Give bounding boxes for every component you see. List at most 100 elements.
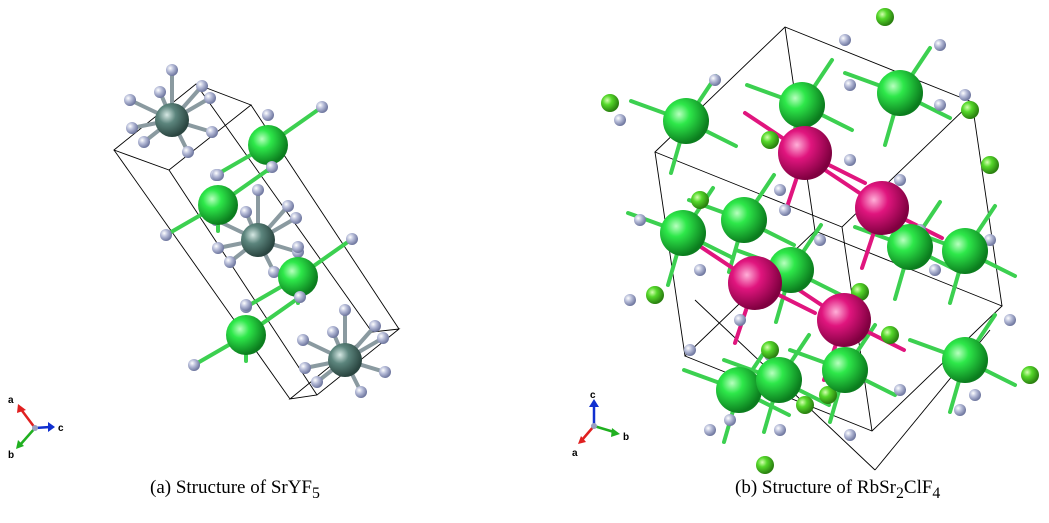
srYF5-structure-svg: a b c: [8, 64, 401, 461]
f-atom: [355, 386, 367, 398]
formula-b-part1: RbSr: [856, 477, 896, 498]
f-atom: [299, 362, 311, 374]
cl-atom: [876, 8, 894, 26]
sr-atom: [887, 224, 933, 270]
axis-b-arrow-b: [593, 424, 615, 434]
f-atom: [934, 39, 946, 51]
cl-atom: [691, 191, 709, 209]
cl-atom: [961, 101, 979, 119]
sr-atom: [721, 197, 767, 243]
caption-b-formula: RbSr2ClF4: [856, 477, 940, 502]
f-atom: [369, 320, 381, 332]
rb-atom: [817, 293, 871, 347]
sr-atom: [660, 210, 706, 256]
f-atom: [292, 241, 304, 253]
sr-atom: [942, 337, 988, 383]
f-atom: [704, 424, 716, 436]
sr-atom: [756, 357, 802, 403]
sr-atom: [198, 185, 238, 225]
f-atom: [634, 214, 646, 226]
caption-a: (a) Structure of SrYF5: [150, 477, 320, 503]
f-atom: [290, 212, 302, 224]
formula-b-part2: ClF: [903, 477, 933, 498]
f-atom: [339, 304, 351, 316]
f-atom: [160, 229, 172, 241]
f-atom: [894, 174, 906, 186]
f-atom: [894, 384, 906, 396]
f-atom: [188, 359, 200, 371]
formula-a-sub1: 5: [312, 484, 320, 502]
y-atom: [241, 223, 275, 257]
panel-b-rbSr2ClF4: c a b (b) Structure of RbSr2ClF4: [520, 0, 1049, 523]
cl-atom: [761, 341, 779, 359]
f-atom: [614, 114, 626, 126]
sr-atom: [248, 125, 288, 165]
f-atom: [1004, 314, 1016, 326]
f-atom: [814, 234, 826, 246]
f-atom: [240, 299, 252, 311]
f-atom: [252, 184, 264, 196]
f-atom: [282, 200, 294, 212]
caption-a-prefix: (a) Structure of: [150, 477, 267, 498]
f-atom: [959, 89, 971, 101]
cl-atom: [796, 396, 814, 414]
sr-atom: [779, 82, 825, 128]
f-atom: [774, 424, 786, 436]
f-atom: [844, 154, 856, 166]
f-atom: [839, 34, 851, 46]
panel-a-srYF5: a b c (a) Structure of SrYF5: [0, 0, 500, 523]
formula-b-sub2: 4: [932, 484, 941, 502]
f-atom: [182, 146, 194, 158]
axis-label-a-b: a: [572, 448, 578, 459]
f-atom: [138, 136, 150, 148]
sr-atom: [278, 257, 318, 297]
f-atom: [166, 64, 178, 76]
f-atom: [929, 264, 941, 276]
atoms-b: [601, 8, 1039, 474]
f-atom: [984, 234, 996, 246]
f-atom: [724, 414, 736, 426]
f-atom: [844, 79, 856, 91]
axis-a-arrow: [19, 407, 36, 429]
sr-atom: [877, 70, 923, 116]
f-atom: [266, 161, 278, 173]
axis-label-b-b: b: [623, 432, 629, 443]
caption-b-prefix: (b) Structure of: [735, 477, 853, 498]
y-atom: [328, 343, 362, 377]
formula-b-sub1: 2: [895, 484, 904, 502]
caption-b: (b) Structure of RbSr2ClF4: [735, 477, 940, 503]
f-atom: [779, 204, 791, 216]
f-atom: [774, 184, 786, 196]
f-atom: [294, 291, 306, 303]
f-atom: [624, 294, 636, 306]
sr-atom: [822, 347, 868, 393]
f-atom: [206, 126, 218, 138]
axis-label-c-b: c: [590, 390, 596, 401]
sr-atom: [663, 98, 709, 144]
f-atom: [124, 94, 136, 106]
f-atom: [709, 74, 721, 86]
f-atom: [204, 92, 216, 104]
f-atom: [268, 266, 280, 278]
f-atom: [377, 332, 389, 344]
y-atom: [155, 103, 189, 137]
axis-a-arrow-b: [581, 425, 595, 441]
axis-label-a: a: [8, 395, 14, 406]
f-atom: [327, 326, 339, 338]
cl-atom: [601, 94, 619, 112]
rb-atom: [778, 126, 832, 180]
cl-atom: [981, 156, 999, 174]
f-atom: [969, 389, 981, 401]
f-atom: [212, 169, 224, 181]
f-atom: [346, 233, 358, 245]
f-atom: [734, 314, 746, 326]
axes-triad-b: c a b: [572, 390, 629, 459]
f-atom: [262, 109, 274, 121]
sr-atom: [942, 228, 988, 274]
rb-atom: [855, 181, 909, 235]
f-atom: [684, 344, 696, 356]
formula-a-part1: SrYF: [270, 477, 312, 498]
sr-atom: [226, 315, 266, 355]
rbSr2ClF4-structure-svg: c a b: [572, 8, 1039, 474]
atoms-a: [124, 64, 391, 398]
